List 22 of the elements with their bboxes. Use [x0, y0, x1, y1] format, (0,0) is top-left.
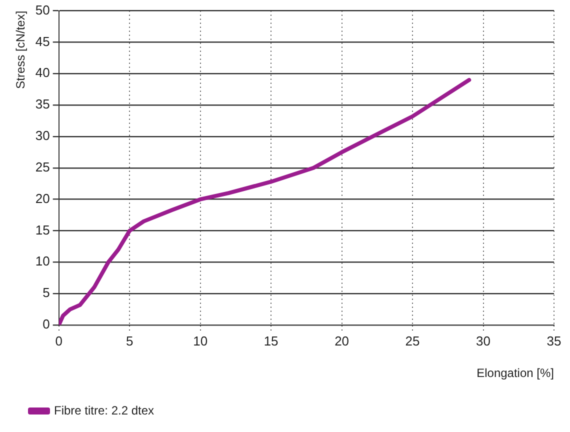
x-axis-title: Elongation [%] [476, 366, 554, 380]
x-tick-label: 5 [126, 333, 134, 348]
y-tick-label: 20 [35, 190, 50, 206]
y-tick-label: 45 [35, 34, 50, 49]
legend-label: Fibre titre: 2.2 dtex [54, 403, 154, 418]
y-tick-label: 50 [35, 2, 50, 18]
y-tick-label: 30 [35, 128, 50, 144]
y-tick-label: 5 [42, 285, 50, 300]
x-tick-label: 35 [546, 333, 562, 348]
y-tick-label: 25 [35, 159, 50, 174]
x-tick-label: 0 [55, 333, 62, 348]
x-tick-label: 30 [476, 333, 490, 348]
y-tick-label: 35 [35, 96, 50, 112]
y-tick-label: 15 [35, 222, 50, 238]
y-tick-label: 10 [35, 254, 50, 269]
y-tick-label: 40 [35, 65, 50, 80]
x-tick-label: 25 [405, 333, 420, 348]
x-tick-label: 10 [193, 333, 208, 348]
x-tick-label: 20 [334, 333, 350, 348]
y-axis-title: Stress [cN/tex] [14, 10, 28, 89]
y-tick-label: 0 [42, 316, 50, 332]
x-tick-label: 15 [264, 333, 278, 348]
